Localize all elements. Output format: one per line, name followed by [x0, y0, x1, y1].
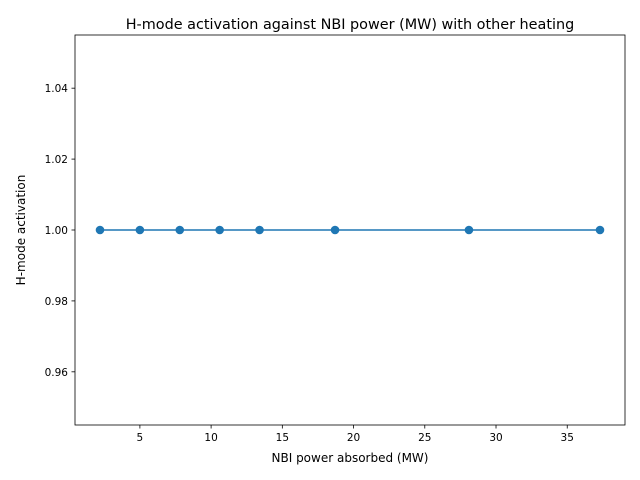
x-tick-label: 35: [561, 432, 574, 444]
x-tick-label: 20: [347, 432, 360, 444]
data-point: [95, 225, 105, 235]
series-layer: [95, 225, 605, 235]
data-point: [175, 225, 185, 235]
x-axis-label: NBI power absorbed (MW): [272, 451, 429, 465]
data-point: [215, 225, 224, 235]
y-axis-ticks: 0.96 0.98 1.00 1.02 1.04: [45, 83, 75, 379]
y-axis-label: H-mode activation: [14, 175, 28, 286]
x-tick-label: 10: [204, 432, 217, 444]
x-tick-label: 5: [137, 432, 144, 444]
y-tick-label: 0.98: [45, 296, 68, 308]
x-tick-label: 25: [418, 432, 431, 444]
y-tick-label: 0.96: [45, 367, 69, 379]
data-point: [330, 225, 340, 235]
x-tick-label: 15: [276, 432, 289, 444]
data-point: [255, 225, 264, 235]
data-point: [595, 225, 605, 235]
chart-title: H-mode activation against NBI power (MW)…: [126, 17, 575, 33]
data-point: [464, 225, 474, 235]
data-point: [135, 225, 145, 235]
y-tick-label: 1.02: [45, 154, 68, 166]
x-tick-label: 30: [489, 432, 502, 444]
x-axis-ticks: 5 10 15 20 25 30 35: [137, 425, 574, 444]
y-tick-label: 1.00: [45, 225, 68, 237]
plot-area-frame: [74, 34, 626, 426]
y-tick-label: 1.04: [45, 83, 69, 95]
